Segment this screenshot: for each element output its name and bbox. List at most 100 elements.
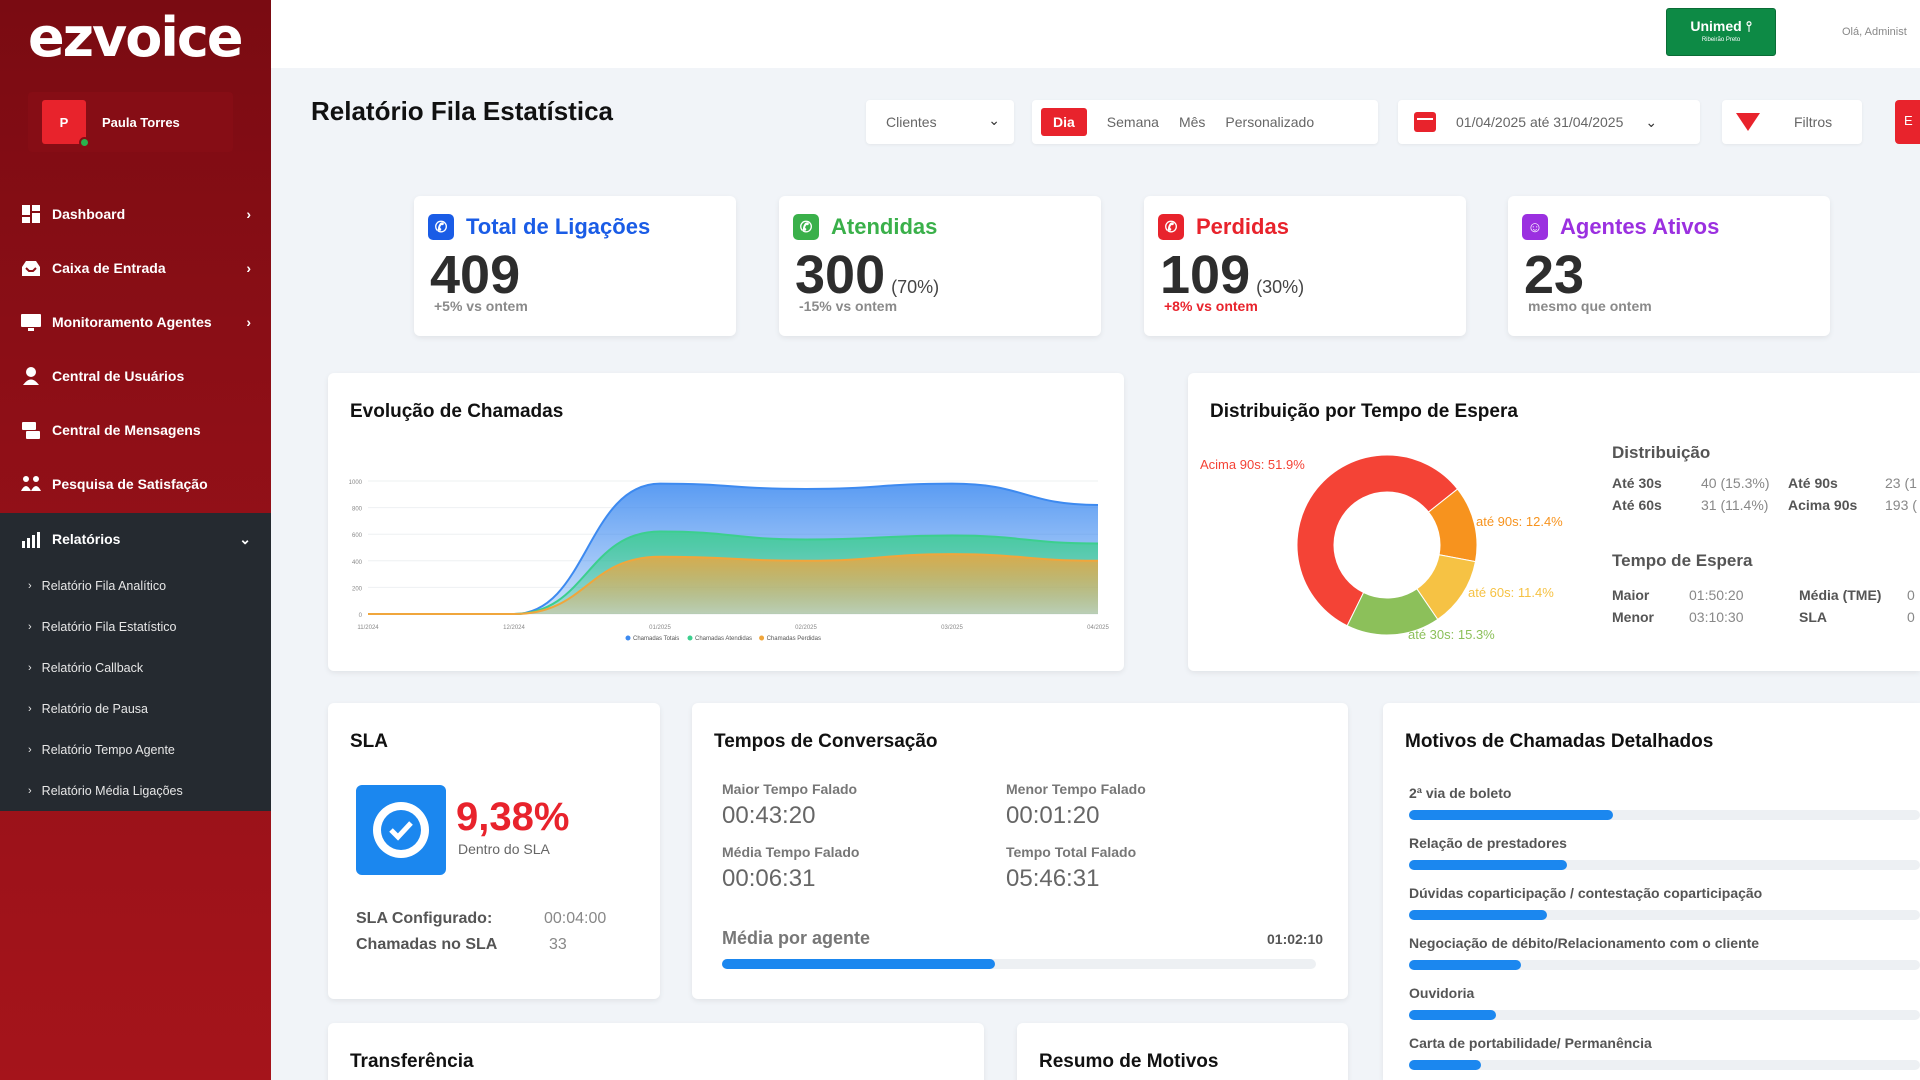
kpi-title: Total de Ligações [466, 214, 651, 239]
sidebar-item-messages[interactable]: Central de Mensagens [0, 403, 271, 457]
sidebar-item-label: Central de Usuários [52, 368, 185, 384]
sla-badge-icon [356, 785, 446, 875]
sidebar-item-label: Monitoramento Agentes [52, 314, 212, 330]
submenu-item-tempo-agente[interactable]: › Relatório Tempo Agente [0, 729, 271, 770]
chevron-right-icon: › [28, 661, 32, 674]
avatar-initial: P [59, 114, 69, 130]
card-title: Resumo de Motivos [1039, 1051, 1219, 1072]
legend-label: Chamadas Totais [633, 636, 679, 642]
dashboard-icon [20, 203, 42, 225]
sla-caption: Dentro do SLA [458, 841, 550, 857]
card-title: Tempos de Conversação [714, 731, 938, 752]
sidebar-item-inbox[interactable]: Caixa de Entrada › [0, 241, 271, 295]
period-tab-month[interactable]: Mês [1178, 114, 1206, 130]
kpi-percentage: (70%) [891, 277, 940, 297]
kpi-value: 23 [1524, 245, 1585, 305]
x-tick-label: 03/2025 [941, 625, 963, 631]
legend-label: Chamadas Perdidas [767, 636, 821, 642]
app-logo: ezvoice [28, 6, 243, 69]
talk-time-value: 00:43:20 [722, 802, 816, 829]
reports-chart-icon [20, 528, 42, 550]
sidebar-item-agent-monitoring[interactable]: Monitoramento Agentes › [0, 295, 271, 349]
x-tick-label: 04/2025 [1087, 625, 1109, 631]
date-range-value: 01/04/2025 até 31/04/2025 [1456, 114, 1624, 130]
submenu-item-fila-estatistico[interactable]: › Relatório Fila Estatístico [0, 606, 271, 647]
series-line [368, 553, 1099, 615]
sidebar-item-label: Caixa de Entrada [52, 260, 166, 276]
sidebar-item-survey[interactable]: Pesquisa de Satisfação [0, 457, 271, 511]
per-agent-label: Média por agente [722, 928, 871, 948]
period-tab-week[interactable]: Semana [1106, 114, 1159, 130]
wait-distribution-donut: Acima 90s: 51.9% até 90s: 12.4% até 60s: 1… [1200, 454, 1563, 642]
legend-label: Chamadas Atendidas [695, 636, 752, 642]
export-button[interactable]: E [1895, 100, 1920, 144]
sidebar-nav: Dashboard › Caixa de Entrada › Monitoram… [0, 187, 271, 511]
call-reason-bar-track [1409, 960, 1920, 970]
period-tab-day[interactable]: Dia [1041, 108, 1087, 136]
dist-value: 40 (15.3%) [1701, 475, 1770, 491]
submenu-item-callback[interactable]: › Relatório Callback [0, 647, 271, 688]
x-tick-label: 02/2025 [795, 625, 817, 631]
talk-times-card: Tempos de Conversação Maior Tempo Falado… [692, 703, 1348, 999]
date-range-picker[interactable]: 01/04/2025 até 31/04/2025 ⌄ [1398, 100, 1700, 144]
slice-label: até 30s: 15.3% [1408, 627, 1495, 642]
talk-time-label: Menor Tempo Falado [1006, 781, 1146, 797]
distribution-heading: Distribuição [1612, 443, 1711, 462]
submenu-item-label: Relatório de Pausa [41, 701, 148, 716]
dist-value: 23 (1 [1885, 475, 1917, 491]
calls-evolution-chart: 1000 800 600 400 200 0 11/2024 12/2024 01/2025 02… [349, 480, 1110, 642]
submenu-item-label: Relatório Fila Estatístico [41, 619, 177, 634]
submenu-item-pausa[interactable]: › Relatório de Pausa [0, 688, 271, 729]
talk-time-value: 05:46:31 [1006, 865, 1100, 892]
card-title: Transferência [350, 1051, 474, 1072]
talk-time-label: Média Tempo Falado [722, 844, 860, 860]
dist-value: 193 ( [1885, 497, 1917, 513]
calls-evolution-card: Evolução de Chamadas 1000 800 600 400 200 0 11… [328, 373, 1124, 671]
phone-in-icon: ✆ [793, 214, 819, 240]
donut-slice [1346, 588, 1439, 636]
call-reason-bar-fill [1409, 860, 1568, 870]
legend-marker [759, 635, 765, 641]
chevron-right-icon: › [28, 702, 32, 715]
user-card[interactable]: P Paula Torres [28, 92, 233, 152]
chevron-right-icon: › [246, 206, 251, 222]
filters-label: Filtros [1794, 114, 1833, 130]
wait-value: 0 [1907, 609, 1915, 625]
submenu-item-fila-analitico[interactable]: › Relatório Fila Analítico [0, 565, 271, 606]
call-reason-bar-track [1409, 1060, 1920, 1070]
sidebar-item-users[interactable]: Central de Usuários [0, 349, 271, 403]
filter-icon [1736, 113, 1760, 131]
sidebar-item-reports[interactable]: Relatórios ⌄ [0, 513, 271, 565]
calendar-icon [1414, 112, 1436, 132]
reports-submenu: Relatórios ⌄ › Relatório Fila Analítico ›… [0, 513, 271, 811]
kpi-card-total-calls: ✆ Total de Ligações 409 +5% vs ontem [414, 196, 736, 336]
per-agent-bar-track [722, 959, 1316, 969]
period-tab-custom[interactable]: Personalizado [1225, 114, 1315, 130]
dist-key: Até 90s [1788, 475, 1838, 491]
user-greeting[interactable]: Olá, Administ [1842, 26, 1907, 38]
submenu-item-media-ligacoes[interactable]: › Relatório Média Ligações [0, 770, 271, 811]
client-logo-sub: Ribeirão Preto [1701, 37, 1741, 43]
card-title: Motivos de Chamadas Detalhados [1405, 731, 1714, 752]
y-tick-label: 800 [352, 507, 363, 513]
call-reason-label: Dúvidas coparticipação / contestação cop… [1409, 885, 1763, 901]
x-tick-label: 11/2024 [357, 625, 379, 631]
page-title: Relatório Fila Estatística [311, 96, 613, 126]
kpi-value: 300 [795, 245, 886, 305]
call-reason-bar-track [1409, 810, 1920, 820]
sidebar-item-dashboard[interactable]: Dashboard › [0, 187, 271, 241]
call-reason-label: Relação de prestadores [1409, 835, 1567, 851]
filters-button[interactable]: Filtros [1722, 100, 1862, 144]
y-tick-label: 0 [359, 613, 363, 619]
monitor-icon [20, 311, 42, 333]
submenu-item-label: Relatório Fila Analítico [41, 578, 167, 593]
online-status-dot [79, 137, 90, 148]
clients-dropdown[interactable]: Clientes ⌄ [866, 100, 1014, 144]
legend-marker [625, 635, 631, 641]
chevron-right-icon: › [28, 620, 32, 633]
slice-label: até 60s: 11.4% [1468, 585, 1554, 600]
messages-icon [20, 419, 42, 441]
kpi-title: Agentes Ativos [1560, 214, 1720, 239]
wait-value: 03:10:30 [1689, 609, 1744, 625]
talk-time-label: Maior Tempo Falado [722, 781, 858, 797]
